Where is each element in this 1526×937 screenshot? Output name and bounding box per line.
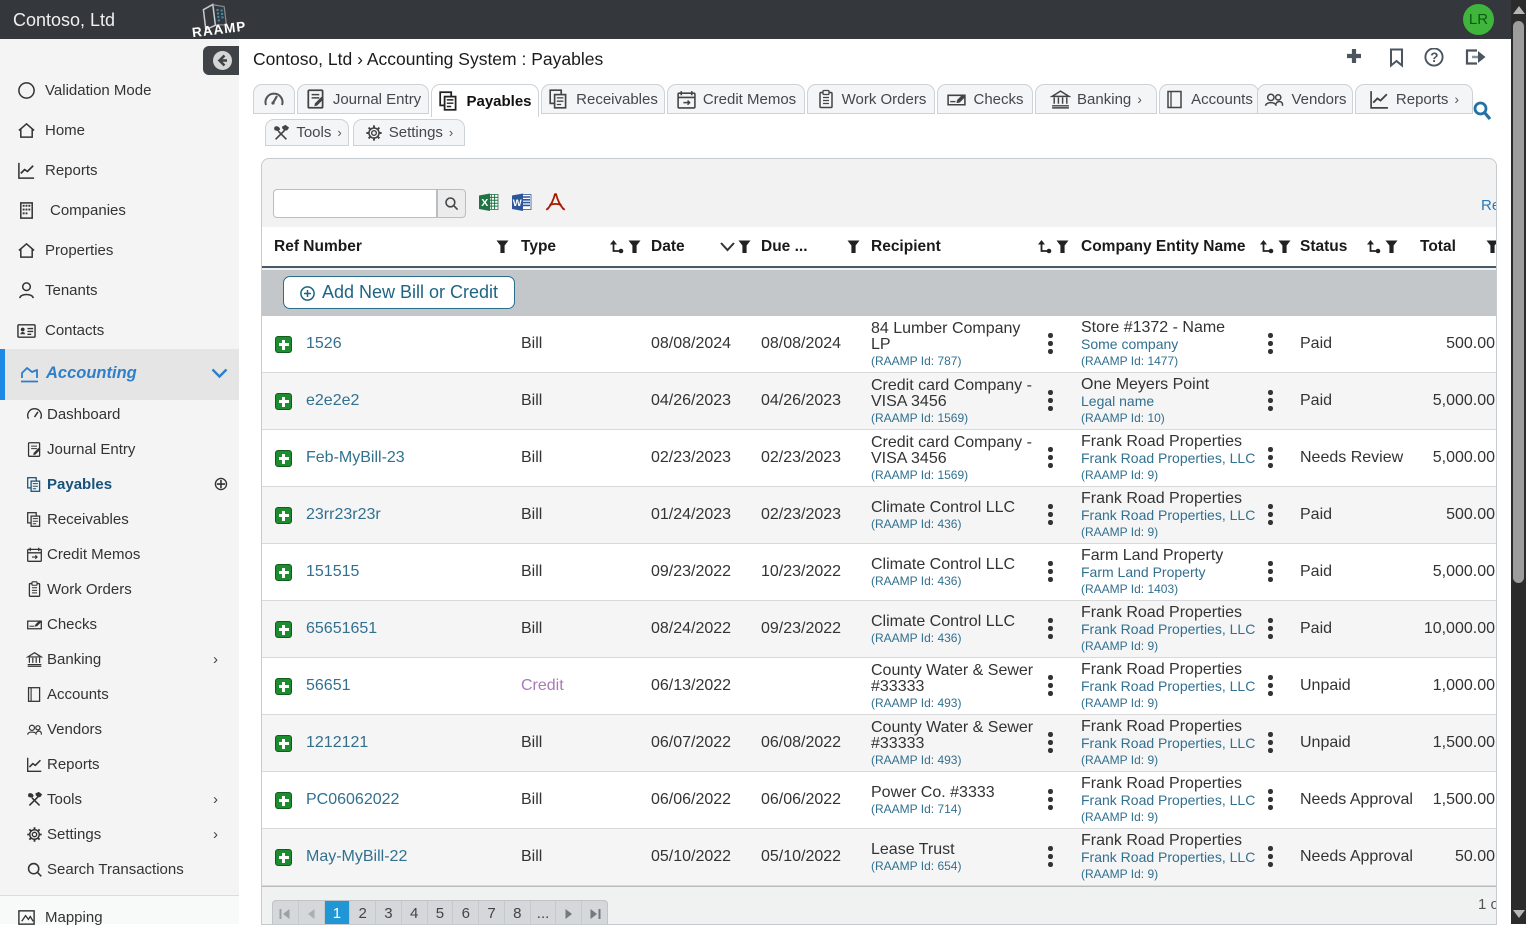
svg-text:?: ? xyxy=(1430,50,1438,65)
svg-text:X: X xyxy=(481,197,488,209)
svg-text:RAAMP: RAAMP xyxy=(191,19,247,39)
svg-text:W: W xyxy=(513,198,522,209)
